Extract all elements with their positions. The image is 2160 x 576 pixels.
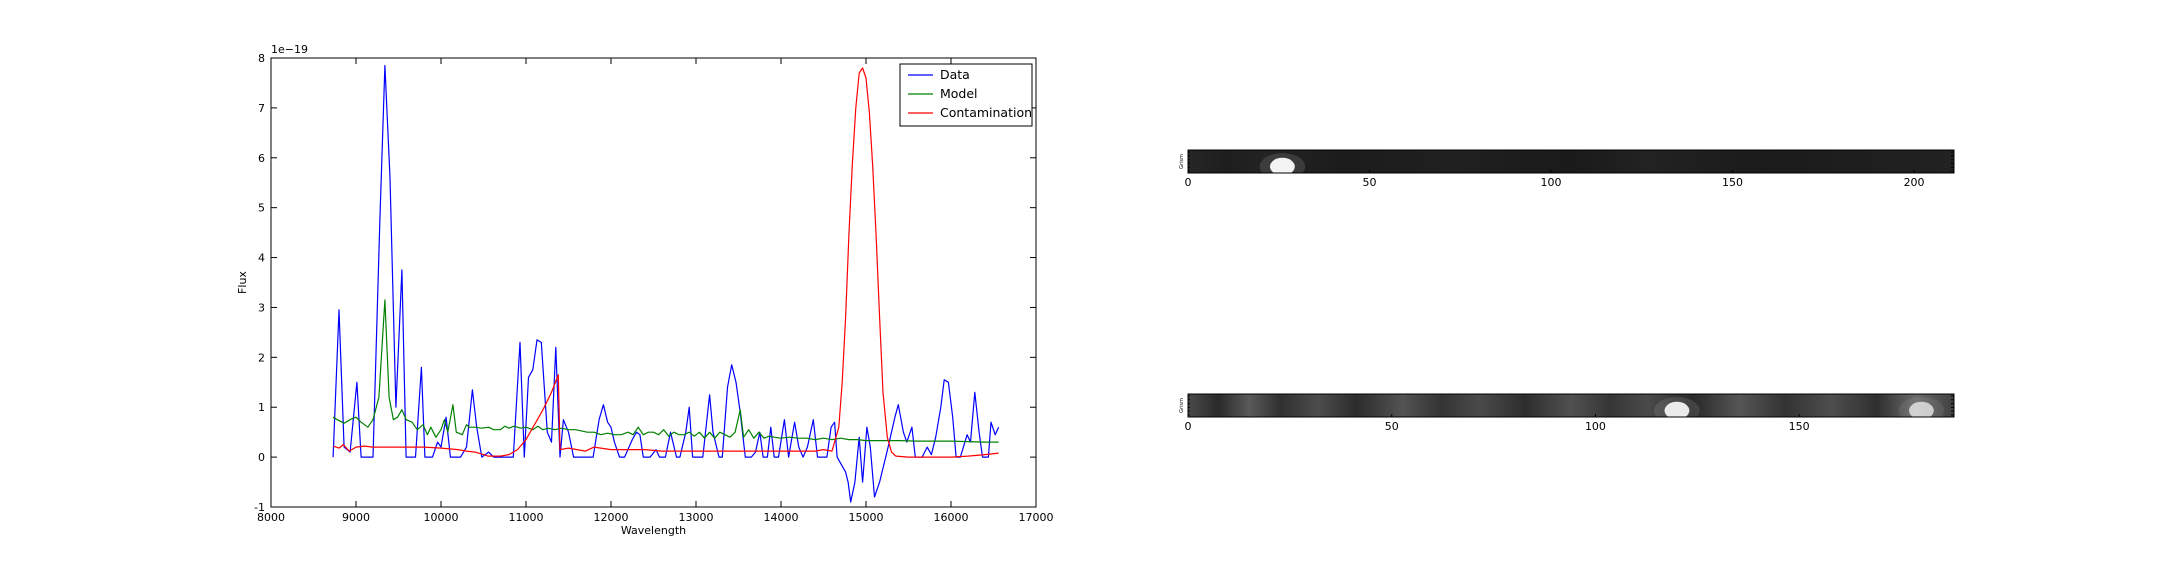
x-tick-label: 12000 (594, 511, 629, 524)
x-tick-label: 14000 (764, 511, 799, 524)
grism-2-x-ticks: 0 50 100 150 (1185, 395, 1954, 433)
legend-box (899, 63, 1033, 127)
y-tick-label: 6 (258, 152, 265, 165)
grism-x-tick-label: 100 (1585, 420, 1606, 433)
axis-ticks: 8000 9000 10000 11000 12000 13000 14000 15000 16… (254, 52, 1053, 524)
series-line-contamination (332, 67, 999, 458)
y-tick-label: 2 (258, 351, 265, 364)
x-axis-label: Wavelength (621, 524, 686, 537)
x-tick-label: 10000 (424, 511, 459, 524)
grism-bright-spot (1664, 401, 1690, 420)
grism-x-tick-label: 150 (1789, 420, 1810, 433)
grism-frame-2 (1187, 393, 1955, 418)
grism-x-tick-label: 50 (1385, 420, 1399, 433)
grism-image-panel-1: 0 50 100 150 200 Grism (1179, 149, 1955, 189)
x-tick-label: 11000 (509, 511, 544, 524)
grism-x-tick-label: 100 (1541, 176, 1562, 189)
series-lines (332, 64, 1000, 503)
y-axis-label: Flux (236, 271, 249, 294)
grism-bright-halo (1259, 153, 1306, 181)
grism-image-panel-2: 0 50 100 150 Grism (1179, 393, 1955, 433)
y-tick-label: 8 (258, 52, 265, 65)
grism-2-y-label: Grism (1179, 398, 1185, 413)
grism-image-1 (1188, 150, 1954, 173)
series-line-model (332, 299, 999, 443)
grism-1-y-label: Grism (1179, 154, 1185, 169)
grism-x-tick-label: 0 (1185, 176, 1192, 189)
legend-label-model: Model (940, 86, 978, 101)
grism-image-2 (1188, 394, 1954, 417)
legend-label-data: Data (940, 67, 970, 82)
legend-label-contamination: Contamination (940, 105, 1032, 120)
x-tick-label: 17000 (1019, 511, 1054, 524)
y-tick-label: 3 (258, 301, 265, 314)
grism-x-tick-label: 50 (1363, 176, 1377, 189)
y-tick-label: 1 (258, 401, 265, 414)
grism-x-tick-label: 150 (1722, 176, 1743, 189)
grism-1-bright-spots (1259, 153, 1306, 181)
legend: Data Model Contamination (899, 63, 1033, 127)
y-tick-label: 5 (258, 202, 265, 215)
x-tick-label: 15000 (849, 511, 884, 524)
x-tick-label: 13000 (679, 511, 714, 524)
x-tick-label: 9000 (342, 511, 370, 524)
y-tick-label: 7 (258, 102, 265, 115)
y-offset-text: 1e−19 (271, 43, 308, 56)
grism-bright-halo (1654, 397, 1700, 425)
plot-frame (270, 57, 1037, 508)
grism-bright-spot (1269, 157, 1295, 176)
grism-bright-halo (1898, 397, 1945, 425)
y-tick-label: -1 (254, 501, 265, 514)
grism-bright-spot (1908, 401, 1934, 420)
grism-x-tick-label: 200 (1904, 176, 1925, 189)
grism-frame-1 (1187, 149, 1955, 174)
x-tick-label: 8000 (257, 511, 285, 524)
x-tick-label: 16000 (934, 511, 969, 524)
spectrum-plot: 8000 9000 10000 11000 12000 13000 14000 15000 16… (236, 43, 1054, 537)
y-tick-label: 4 (258, 252, 265, 265)
grism-1-x-ticks: 0 50 100 150 200 (1185, 151, 1954, 189)
grism-x-tick-label: 0 (1185, 420, 1192, 433)
y-tick-label: 0 (258, 451, 265, 464)
series-line-data (332, 64, 1000, 503)
